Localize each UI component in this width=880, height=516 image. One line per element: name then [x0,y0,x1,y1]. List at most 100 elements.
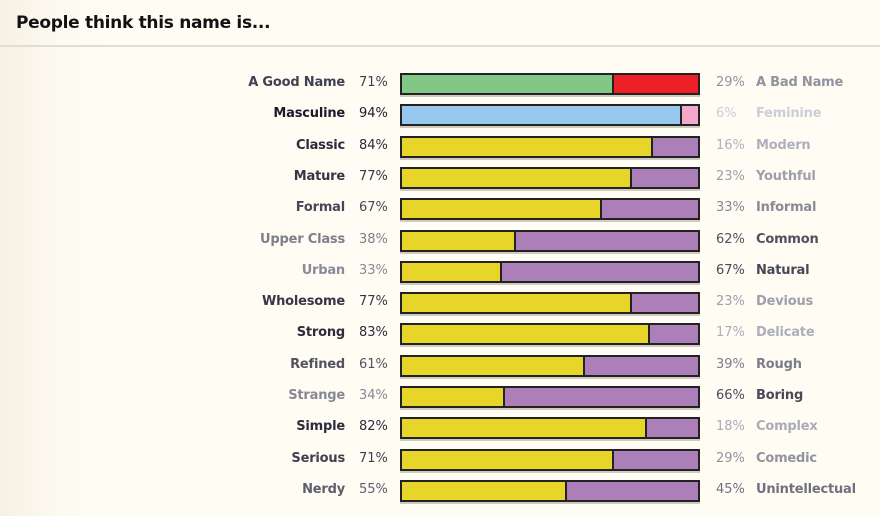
stacked-bar [400,323,700,346]
bar-segment-right [614,450,698,469]
stacked-bar [400,260,700,283]
left-percent: 71% [359,450,388,466]
stacked-bar [400,104,700,127]
chart-row: Classic 84% 16% Modern [0,135,880,158]
left-label: Simple [296,419,345,435]
chart-row: Masculine 94% 6% Feminine [0,104,880,127]
left-label: Mature [293,168,345,184]
left-label: Masculine [273,106,345,122]
right-label: Common [756,231,819,247]
bar-segment-left [402,75,615,93]
right-percent: 33% [716,200,745,216]
chart-row: Formal 67% 33% Informal [0,198,880,221]
left-label: Refined [290,356,345,372]
left-percent: 77% [359,294,388,310]
left-label: Urban [301,262,346,278]
right-percent: 23% [716,168,745,184]
left-label: Wholesome [261,294,345,310]
bar-segment-right [614,75,698,93]
bar-segment-right [602,200,698,219]
stacked-bar [400,73,700,95]
bar-segment-left [402,231,517,250]
stacked-bar [400,354,700,377]
chart-row: Strange 34% 66% Boring [0,386,880,408]
left-percent: 84% [359,137,388,153]
chart-row: Refined 61% 39% Rough [0,354,880,377]
bar-segment-left [402,325,650,344]
chart-row: Urban 33% 67% Natural [0,260,880,283]
left-percent: 55% [359,481,388,497]
right-percent: 62% [716,231,745,247]
left-label: Formal [295,200,345,216]
right-label: Boring [756,388,804,403]
left-label: Strong [296,325,345,341]
right-label: Modern [756,137,811,153]
right-percent: 23% [716,294,745,310]
bar-segment-left [402,388,505,406]
bar-segment-left [402,262,502,281]
bar-segment-left [402,450,615,469]
chart-row: Strong 83% 17% Delicate [0,323,880,346]
bar-segment-right [649,325,698,344]
stacked-bar [400,417,700,440]
bar-segment-left [402,481,567,500]
bar-segment-right [652,137,698,156]
bar-segment-right [631,168,698,187]
left-label: Strange [288,388,345,403]
chart-row: Mature 77% 23% Youthful [0,166,880,189]
left-label: Classic [295,137,345,153]
right-percent: 6% [716,106,737,122]
stacked-bar [400,448,700,471]
stacked-bar [400,166,700,189]
left-label: Serious [291,450,345,466]
bar-segment-left [402,168,632,187]
left-percent: 83% [359,325,388,341]
right-percent: 17% [716,325,745,341]
left-label: A Good Name [248,75,345,90]
left-percent: 67% [359,200,388,216]
right-label: Complex [756,419,818,435]
left-label: Nerdy [302,481,345,497]
bar-segment-right [504,388,698,406]
left-percent: 77% [359,168,388,184]
right-percent: 29% [716,75,745,90]
stacked-bar [400,479,700,502]
bar-segment-right [584,356,698,375]
bar-segment-right [501,262,698,281]
right-percent: 67% [716,262,745,278]
bar-segment-right [566,481,698,500]
right-label: Unintellectual [756,481,856,497]
chart-row: Wholesome 77% 23% Devious [0,292,880,315]
page-title: People think this name is... [16,13,271,33]
left-percent: 38% [359,231,388,247]
right-label: Feminine [756,106,822,122]
right-label: Youthful [756,168,816,184]
left-percent: 61% [359,356,388,372]
left-percent: 71% [359,75,388,90]
right-percent: 29% [716,450,745,466]
right-label: Devious [756,294,814,310]
right-label: Delicate [756,325,815,341]
right-percent: 16% [716,137,745,153]
right-label: Natural [756,262,810,278]
bar-segment-left [402,137,653,156]
bar-segment-left [402,419,647,438]
bar-segment-right [516,231,698,250]
stacked-bar [400,386,700,408]
left-percent: 33% [359,262,388,278]
bar-segment-left [402,200,603,219]
stacked-bar [400,135,700,158]
bar-segment-right [631,294,698,313]
right-percent: 66% [716,388,745,403]
bar-segment-right [646,419,698,438]
stacked-bar [400,229,700,252]
bar-segment-left [402,106,683,125]
left-label: Upper Class [260,231,345,247]
left-percent: 34% [359,388,388,403]
left-percent: 94% [359,106,388,122]
chart-row: Nerdy 55% 45% Unintellectual [0,479,880,502]
chart-row: A Good Name 71% 29% A Bad Name [0,73,880,95]
right-percent: 39% [716,356,745,372]
right-percent: 45% [716,481,745,497]
bar-segment-left [402,356,585,375]
